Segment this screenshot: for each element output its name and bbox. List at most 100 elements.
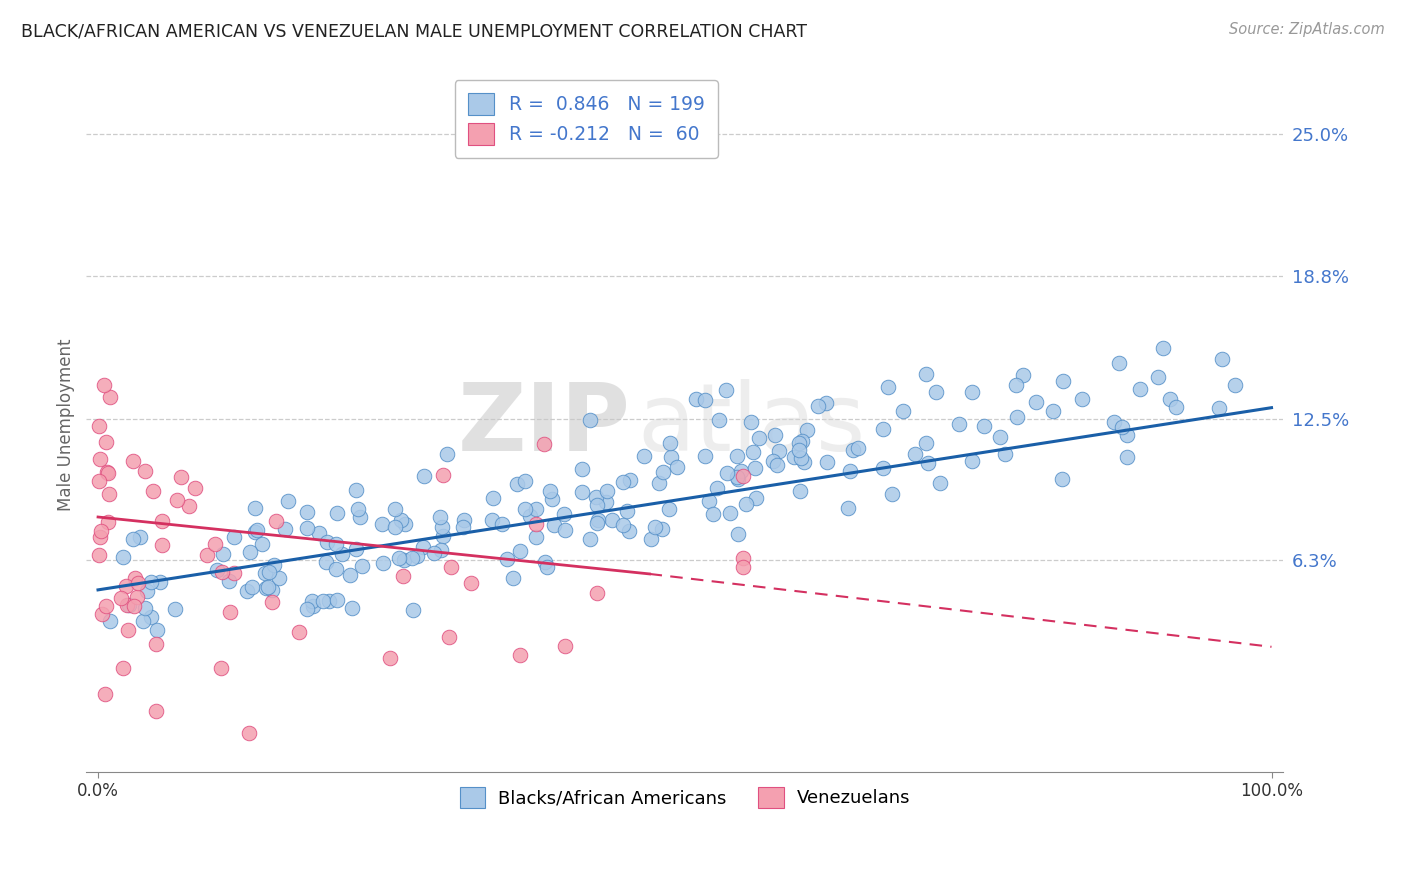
Point: [506, 476, 529, 491]
Point: [384, 501, 406, 516]
Point: [524, 516, 547, 531]
Point: [122, 599, 145, 613]
Point: [838, 464, 860, 478]
Point: [1012, 368, 1035, 382]
Point: [288, 625, 311, 640]
Point: [312, 594, 335, 608]
Point: [267, 571, 290, 585]
Point: [619, 474, 641, 488]
Point: [370, 516, 392, 531]
Point: [250, 537, 273, 551]
Point: [915, 367, 938, 381]
Legend: Blacks/African Americans, Venezuelans: Blacks/African Americans, Venezuelans: [453, 780, 917, 815]
Point: [837, 501, 859, 516]
Point: [491, 517, 513, 532]
Point: [236, 584, 259, 599]
Y-axis label: Male Unemployment: Male Unemployment: [58, 338, 75, 511]
Point: [846, 441, 869, 455]
Point: [224, 530, 246, 544]
Point: [817, 455, 839, 469]
Point: [994, 447, 1017, 461]
Point: [693, 449, 716, 463]
Point: [326, 593, 349, 607]
Point: [110, 591, 132, 605]
Point: [595, 495, 617, 509]
Point: [960, 385, 983, 400]
Point: [150, 538, 173, 552]
Point: [401, 551, 423, 566]
Point: [693, 393, 716, 408]
Point: [533, 437, 555, 451]
Point: [315, 555, 337, 569]
Point: [260, 583, 283, 598]
Text: BLACK/AFRICAN AMERICAN VS VENEZUELAN MALE UNEMPLOYMENT CORRELATION CHART: BLACK/AFRICAN AMERICAN VS VENEZUELAN MAL…: [21, 22, 807, 40]
Point: [509, 544, 531, 558]
Point: [146, 624, 169, 638]
Point: [347, 501, 370, 516]
Point: [277, 494, 299, 508]
Point: [740, 416, 762, 430]
Point: [89, 475, 111, 489]
Point: [122, 532, 145, 546]
Point: [644, 520, 666, 534]
Point: [586, 585, 609, 599]
Point: [263, 558, 285, 573]
Point: [787, 436, 810, 450]
Point: [204, 537, 226, 551]
Point: [571, 485, 593, 500]
Point: [526, 530, 548, 544]
Point: [600, 513, 623, 527]
Point: [257, 580, 280, 594]
Point: [394, 517, 416, 532]
Point: [388, 551, 411, 566]
Point: [145, 637, 167, 651]
Point: [179, 499, 201, 513]
Point: [430, 542, 453, 557]
Point: [876, 379, 898, 393]
Point: [648, 476, 671, 491]
Point: [658, 435, 681, 450]
Point: [872, 460, 894, 475]
Point: [1208, 401, 1230, 415]
Point: [98, 390, 121, 404]
Point: [783, 450, 806, 464]
Point: [149, 575, 172, 590]
Point: [436, 447, 458, 461]
Point: [796, 423, 818, 437]
Point: [917, 456, 939, 470]
Point: [707, 412, 730, 426]
Point: [554, 640, 576, 654]
Point: [612, 518, 634, 533]
Point: [651, 465, 673, 479]
Point: [1164, 401, 1187, 415]
Point: [725, 470, 748, 484]
Point: [429, 510, 451, 524]
Point: [640, 533, 662, 547]
Point: [880, 487, 903, 501]
Point: [536, 560, 558, 574]
Point: [165, 602, 187, 616]
Point: [222, 566, 245, 581]
Point: [513, 501, 536, 516]
Point: [145, 704, 167, 718]
Point: [586, 513, 609, 527]
Point: [141, 610, 163, 624]
Point: [460, 575, 482, 590]
Point: [132, 614, 155, 628]
Point: [842, 443, 865, 458]
Point: [195, 549, 218, 563]
Point: [716, 466, 738, 480]
Point: [315, 535, 337, 549]
Point: [308, 525, 330, 540]
Point: [297, 521, 319, 535]
Point: [502, 571, 524, 585]
Point: [665, 459, 688, 474]
Point: [733, 551, 755, 566]
Point: [254, 581, 277, 595]
Point: [1129, 382, 1152, 396]
Point: [134, 601, 156, 615]
Point: [432, 467, 454, 482]
Point: [318, 593, 340, 607]
Point: [212, 547, 235, 561]
Point: [205, 563, 228, 577]
